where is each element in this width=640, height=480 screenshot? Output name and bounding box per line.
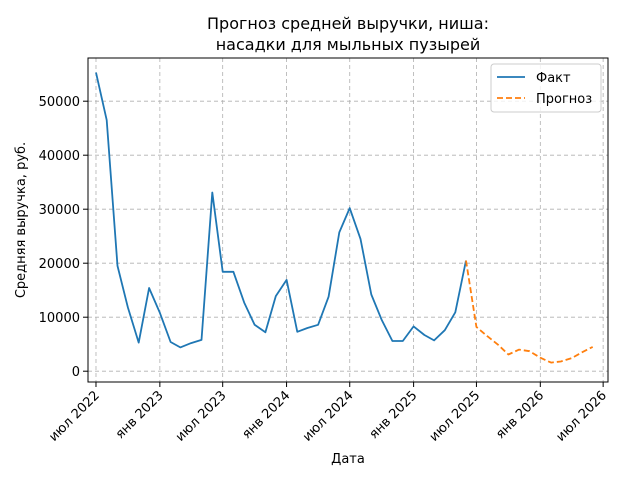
- chart-title-line-2: насадки для мыльных пузырей: [216, 35, 481, 54]
- y-axis-ticks: 0 10000 20000 30000 40000 50000: [39, 95, 88, 380]
- y-tick-label: 20000: [39, 257, 80, 272]
- x-axis-ticks: июл 2022 янв 2023 июл 2023 янв 2024 июл 2024…: [46, 382, 610, 445]
- legend: Факт Прогноз: [490, 63, 602, 113]
- x-tick-label: янв 2026: [493, 388, 547, 442]
- y-axis-label: Средняя выручка, руб.: [14, 142, 29, 298]
- x-axis-label: Дата: [331, 452, 365, 467]
- y-tick-label: 40000: [39, 149, 80, 164]
- x-tick-label: янв 2024: [240, 388, 294, 442]
- legend-label-forecast: Прогноз: [536, 92, 592, 107]
- y-tick-label: 0: [72, 365, 80, 380]
- x-tick-label: июл 2022: [46, 388, 103, 445]
- series-line-forecast: [465, 260, 594, 364]
- legend-box: [490, 63, 602, 113]
- y-tick-label: 30000: [39, 203, 80, 218]
- x-tick-label: июл 2026: [553, 388, 610, 445]
- chart-title-line-1: Прогноз средней выручки, ниша:: [207, 14, 489, 33]
- series-lines: [95, 72, 594, 364]
- y-tick-label: 10000: [39, 311, 80, 326]
- legend-label-fact: Факт: [536, 71, 571, 86]
- x-tick-label: янв 2025: [367, 388, 421, 442]
- plot-area-frame: [87, 57, 609, 383]
- x-tick-label: июл 2024: [300, 388, 357, 445]
- x-tick-label: янв 2023: [113, 388, 167, 442]
- x-tick-label: июл 2025: [427, 388, 484, 445]
- y-tick-label: 50000: [39, 95, 80, 110]
- series-line-fact: [95, 72, 467, 349]
- x-tick-label: июл 2023: [173, 388, 230, 445]
